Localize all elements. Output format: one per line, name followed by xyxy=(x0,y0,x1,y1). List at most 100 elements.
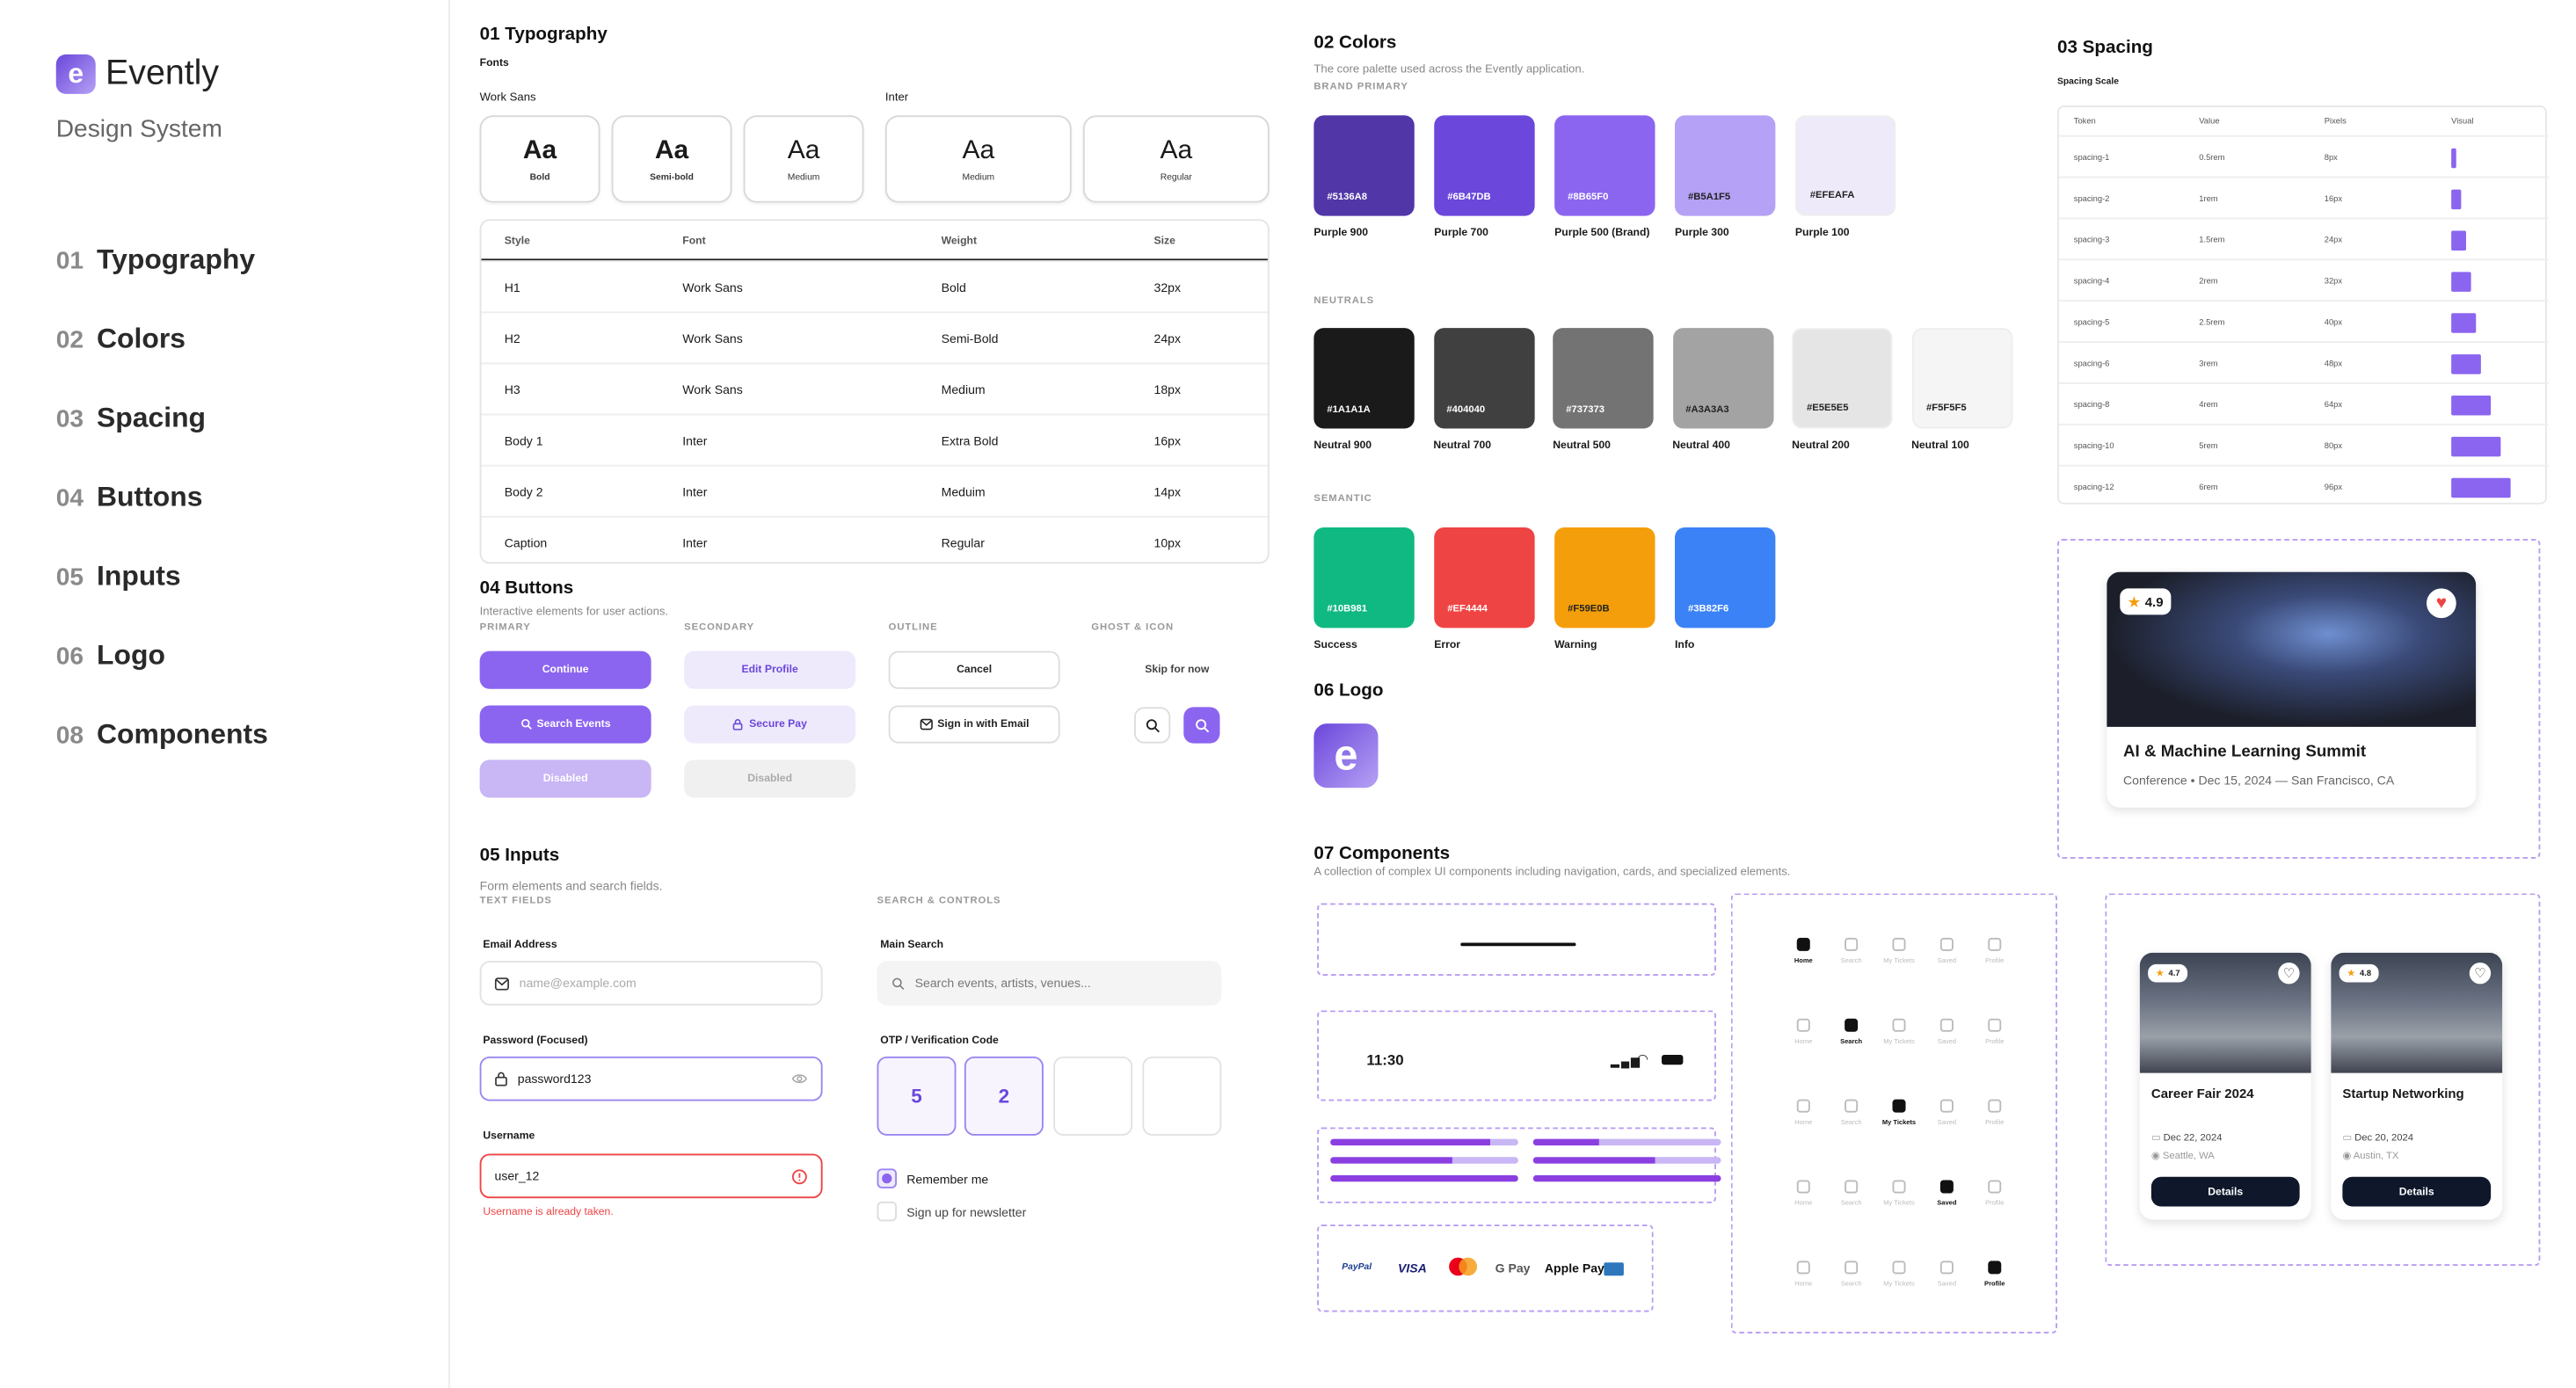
otp-digit[interactable] xyxy=(1053,1056,1133,1136)
tab-profile[interactable]: Profile xyxy=(1970,1261,2019,1287)
sidebar-item-components[interactable]: 08 Components xyxy=(56,719,268,798)
rating-value: 4.8 xyxy=(2360,968,2372,978)
newsletter-checkbox[interactable] xyxy=(877,1201,897,1222)
tab-saved[interactable]: Saved xyxy=(1922,937,1971,964)
remember-checkbox[interactable] xyxy=(877,1168,897,1188)
swatch-hex: #E5E5E5 xyxy=(1807,403,1849,414)
sidebar-item-typography[interactable]: 01 Typography xyxy=(56,244,268,323)
sidebar-item-logo[interactable]: 06 Logo xyxy=(56,640,268,719)
tab-home[interactable]: Home xyxy=(1779,1018,1828,1045)
otp-digit[interactable]: 2 xyxy=(964,1056,1044,1136)
otp-digit[interactable]: 5 xyxy=(877,1056,957,1136)
font-card-inter-medium: Aa Medium xyxy=(884,115,1072,203)
text-fields-caption: TEXT FIELDS xyxy=(479,897,552,907)
sidebar-item-buttons[interactable]: 04 Buttons xyxy=(56,482,268,561)
heart-icon[interactable]: ♡ xyxy=(2278,963,2300,985)
tab-profile[interactable]: Profile xyxy=(1970,937,2019,964)
search-events-button[interactable]: Search Events xyxy=(479,705,651,744)
heart-icon[interactable]: ♥ xyxy=(2427,588,2456,619)
search-icon-button[interactable] xyxy=(1134,707,1171,744)
amex-icon xyxy=(1604,1262,1624,1276)
tab-profile[interactable]: Profile xyxy=(1970,1180,2019,1207)
search-primary-icon-button[interactable] xyxy=(1183,707,1220,744)
spacing-subtitle: Spacing Scale xyxy=(2057,77,2119,88)
swatch-hex: #5136A8 xyxy=(1327,193,1368,203)
ticket-icon xyxy=(1892,1180,1906,1194)
disabled-secondary-button[interactable]: Disabled xyxy=(684,759,856,798)
continue-button[interactable]: Continue xyxy=(479,650,651,689)
tab-search[interactable]: Search xyxy=(1827,1180,1876,1207)
eye-icon[interactable] xyxy=(791,1073,808,1085)
cell: 48px xyxy=(2324,359,2343,369)
font-weight-label: Regular xyxy=(1160,172,1192,184)
tab-saved[interactable]: Saved xyxy=(1922,1261,1971,1287)
tab-my-tickets[interactable]: My Tickets xyxy=(1874,1180,1924,1207)
otp-digit[interactable] xyxy=(1142,1056,1222,1136)
event-card[interactable]: ★ 4.7 ♡ Career Fair 2024 ▭ Dec 22, 2024 ◉ Sea… xyxy=(2139,952,2311,1220)
tab-search[interactable]: Search xyxy=(1827,1099,1876,1126)
tab-label: Home xyxy=(1794,1117,1813,1126)
tab-label: Search xyxy=(1840,1036,1863,1045)
tab-saved[interactable]: Saved xyxy=(1922,1099,1971,1126)
sidebar-item-spacing[interactable]: 03 Spacing xyxy=(56,403,268,482)
table-row: spacing-8 4rem 64px xyxy=(2058,382,2549,424)
password-field[interactable]: password123 xyxy=(479,1056,823,1101)
tab-home[interactable]: Home xyxy=(1779,1180,1828,1207)
main-search-input[interactable]: Search events, artists, venues... xyxy=(877,961,1222,1006)
tab-my-tickets[interactable]: My Tickets xyxy=(1874,1099,1924,1126)
tab-search[interactable]: Search xyxy=(1827,1018,1876,1045)
semantic-caption: SEMANTIC xyxy=(1313,494,1372,505)
cancel-button[interactable]: Cancel xyxy=(888,650,1060,689)
progress-bar xyxy=(1330,1157,1518,1164)
secure-pay-button[interactable]: Secure Pay xyxy=(684,705,856,744)
spacing-visual-bar xyxy=(2451,230,2466,251)
swatch-name: Purple 500 (Brand) xyxy=(1554,227,1650,239)
username-error: Username is already taken. xyxy=(483,1206,614,1218)
cell: Extra Bold xyxy=(941,433,999,448)
search-icon xyxy=(1845,1018,1859,1032)
event-card[interactable]: ★ 4.8 ♡ Startup Networking ▭ Dec 20, 2024 ◉ A… xyxy=(2331,952,2503,1220)
lock-icon xyxy=(733,719,744,730)
featured-event-card[interactable]: ★ 4.9 ♥ AI & Machine Learning Summit Conf… xyxy=(2107,571,2477,808)
sidebar-item-colors[interactable]: 02 Colors xyxy=(56,323,268,403)
tab-search[interactable]: Search xyxy=(1827,1261,1876,1287)
star-icon: ★ xyxy=(2156,968,2164,978)
search-icon xyxy=(1845,1180,1859,1194)
tab-my-tickets[interactable]: My Tickets xyxy=(1874,937,1924,964)
event-place: ◉ Austin, TX xyxy=(2342,1151,2398,1162)
username-field[interactable]: user_12 xyxy=(479,1153,823,1199)
tab-home[interactable]: Home xyxy=(1779,1099,1828,1126)
heart-icon[interactable]: ♡ xyxy=(2469,963,2492,985)
lock-icon xyxy=(495,1072,507,1086)
wifi-icon: ◠ xyxy=(1636,1051,1648,1067)
details-button[interactable]: Details xyxy=(2150,1176,2300,1207)
tab-home[interactable]: Home xyxy=(1779,1261,1828,1287)
home-icon xyxy=(1796,937,1810,951)
tab-profile[interactable]: Profile xyxy=(1970,1099,2019,1126)
tab-saved[interactable]: Saved xyxy=(1922,1018,1971,1045)
tab-search[interactable]: Search xyxy=(1827,937,1876,964)
rating-badge: ★ 4.8 xyxy=(2339,963,2380,983)
tab-label: My Tickets xyxy=(1883,956,1915,964)
sidebar-item-inputs[interactable]: 05 Inputs xyxy=(56,561,268,640)
tab-saved[interactable]: Saved xyxy=(1922,1180,1971,1207)
edit-profile-button[interactable]: Edit Profile xyxy=(684,650,856,689)
skip-button[interactable]: Skip for now xyxy=(1091,651,1263,689)
swatch-name: Neutral 900 xyxy=(1313,440,1372,452)
tab-my-tickets[interactable]: My Tickets xyxy=(1874,1261,1924,1287)
email-field[interactable]: name@example.com xyxy=(479,961,823,1006)
tab-profile[interactable]: Profile xyxy=(1970,1018,2019,1045)
cell: Bold xyxy=(941,280,966,295)
sign-in-email-button[interactable]: Sign in with Email xyxy=(888,705,1060,744)
email-placeholder: name@example.com xyxy=(519,976,637,991)
tab-home[interactable]: Home xyxy=(1779,937,1828,964)
search-icon xyxy=(1845,1099,1859,1113)
cell: 0.5rem xyxy=(2199,153,2225,164)
disabled-primary-button[interactable]: Disabled xyxy=(479,759,651,798)
details-button[interactable]: Details xyxy=(2342,1176,2492,1207)
font-sample: Aa xyxy=(1160,136,1193,165)
cell: Inter xyxy=(682,535,708,551)
font-weight-label: Medium xyxy=(962,172,995,184)
cell: 14px xyxy=(1153,484,1181,500)
tab-my-tickets[interactable]: My Tickets xyxy=(1874,1018,1924,1045)
